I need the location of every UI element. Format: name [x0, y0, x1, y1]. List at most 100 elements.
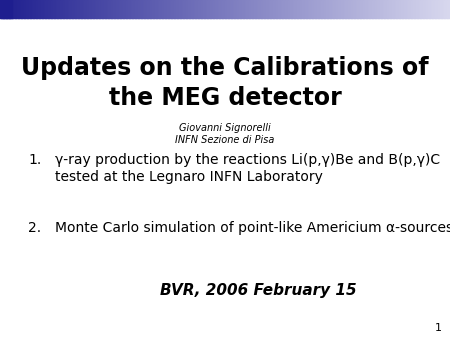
Bar — [71, 0, 72, 18]
Bar — [442, 0, 445, 18]
Bar — [411, 0, 413, 18]
Bar — [392, 0, 393, 18]
Bar — [309, 0, 311, 18]
Bar — [143, 0, 144, 18]
Bar — [285, 0, 287, 18]
Bar — [145, 0, 148, 18]
Bar — [338, 0, 339, 18]
Bar — [134, 0, 135, 18]
Text: 2.: 2. — [28, 221, 41, 235]
Bar — [305, 0, 306, 18]
Bar — [3, 0, 5, 18]
Bar — [46, 0, 49, 18]
Bar — [372, 0, 374, 18]
Bar — [53, 0, 54, 18]
Bar — [129, 0, 131, 18]
Bar — [435, 0, 437, 18]
Bar — [424, 0, 427, 18]
Bar — [316, 0, 319, 18]
Bar — [390, 0, 392, 18]
Bar — [80, 0, 81, 18]
Bar — [117, 0, 119, 18]
Bar — [183, 0, 185, 18]
Bar — [33, 0, 35, 18]
Bar — [266, 0, 267, 18]
Bar — [271, 0, 274, 18]
Bar — [312, 0, 314, 18]
Bar — [433, 0, 436, 18]
Bar — [179, 0, 180, 18]
Bar — [356, 0, 357, 18]
Bar — [9, 0, 11, 18]
Bar — [174, 0, 176, 18]
Bar — [158, 0, 159, 18]
Text: BVR, 2006 February 15: BVR, 2006 February 15 — [160, 283, 356, 297]
Bar — [147, 0, 149, 18]
Bar — [426, 0, 428, 18]
Bar — [303, 0, 305, 18]
Bar — [108, 0, 110, 18]
Bar — [288, 0, 290, 18]
Bar — [440, 0, 441, 18]
Bar — [291, 0, 293, 18]
Bar — [168, 0, 170, 18]
Bar — [253, 0, 256, 18]
Bar — [306, 0, 308, 18]
Bar — [199, 0, 202, 18]
Bar — [243, 0, 245, 18]
Bar — [276, 0, 278, 18]
Bar — [438, 0, 440, 18]
Bar — [63, 0, 65, 18]
Bar — [384, 0, 386, 18]
Bar — [261, 0, 263, 18]
Bar — [62, 0, 63, 18]
Bar — [248, 0, 249, 18]
Bar — [217, 0, 220, 18]
Bar — [302, 0, 303, 18]
Bar — [86, 0, 87, 18]
Bar — [130, 0, 132, 18]
Bar — [206, 0, 207, 18]
Bar — [418, 0, 420, 18]
Bar — [78, 0, 80, 18]
Bar — [224, 0, 225, 18]
Bar — [328, 0, 330, 18]
Bar — [112, 0, 114, 18]
Bar — [55, 0, 58, 18]
Bar — [339, 0, 341, 18]
Bar — [36, 0, 38, 18]
Bar — [307, 0, 310, 18]
Bar — [287, 0, 288, 18]
Bar — [30, 0, 32, 18]
Bar — [102, 0, 104, 18]
Text: γ-ray production by the reactions Li(p,γ)Be and B(p,γ)C: γ-ray production by the reactions Li(p,γ… — [55, 153, 440, 167]
Bar — [242, 0, 243, 18]
Bar — [0, 0, 12, 18]
Bar — [444, 0, 446, 18]
Bar — [352, 0, 355, 18]
Bar — [369, 0, 371, 18]
Bar — [27, 0, 29, 18]
Bar — [406, 0, 409, 18]
Bar — [228, 0, 230, 18]
Text: INFN Sezione di Pisa: INFN Sezione di Pisa — [176, 135, 274, 145]
Bar — [314, 0, 315, 18]
Bar — [159, 0, 161, 18]
Bar — [107, 0, 108, 18]
Bar — [415, 0, 418, 18]
Bar — [135, 0, 137, 18]
Bar — [98, 0, 99, 18]
Bar — [222, 0, 224, 18]
Bar — [84, 0, 86, 18]
Bar — [341, 0, 342, 18]
Bar — [1, 0, 4, 18]
Bar — [361, 0, 364, 18]
Bar — [195, 0, 197, 18]
Bar — [294, 0, 296, 18]
Bar — [386, 0, 387, 18]
Bar — [35, 0, 36, 18]
Bar — [334, 0, 337, 18]
Bar — [26, 0, 27, 18]
Bar — [350, 0, 351, 18]
Bar — [127, 0, 130, 18]
